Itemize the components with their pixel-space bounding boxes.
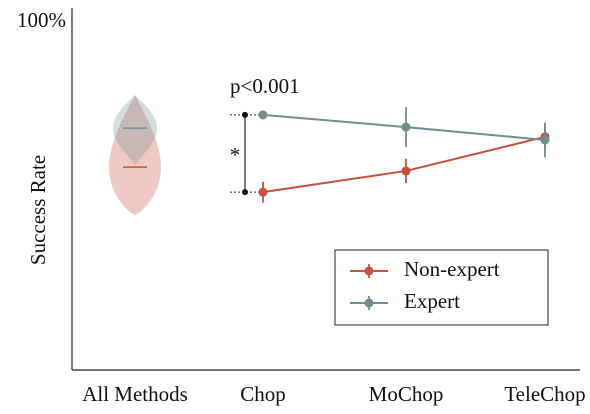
annotation: * [230, 143, 241, 167]
y-axis-label: Success Rate [26, 155, 50, 265]
series-line [262, 135, 546, 194]
legend-marker [364, 298, 374, 308]
y-tick-label: 100% [17, 8, 66, 32]
bracket-dot [242, 189, 248, 196]
x-tick-label: MoChop [369, 382, 444, 406]
point [258, 110, 268, 120]
legend-box [334, 249, 549, 326]
point [258, 187, 268, 197]
point [401, 166, 411, 176]
legend-label: Non-expert [404, 257, 500, 281]
violin [113, 95, 157, 166]
x-tick-label: TeleChop [504, 382, 585, 406]
legend-marker [364, 266, 374, 276]
point [540, 135, 550, 145]
point [401, 122, 411, 132]
bracket-dot [242, 111, 248, 118]
legend-label: Expert [404, 289, 460, 313]
violin [109, 95, 161, 216]
x-tick-label: All Methods [82, 382, 188, 406]
x-tick-label: Chop [240, 382, 286, 406]
annotation: p<0.001 [230, 74, 300, 98]
